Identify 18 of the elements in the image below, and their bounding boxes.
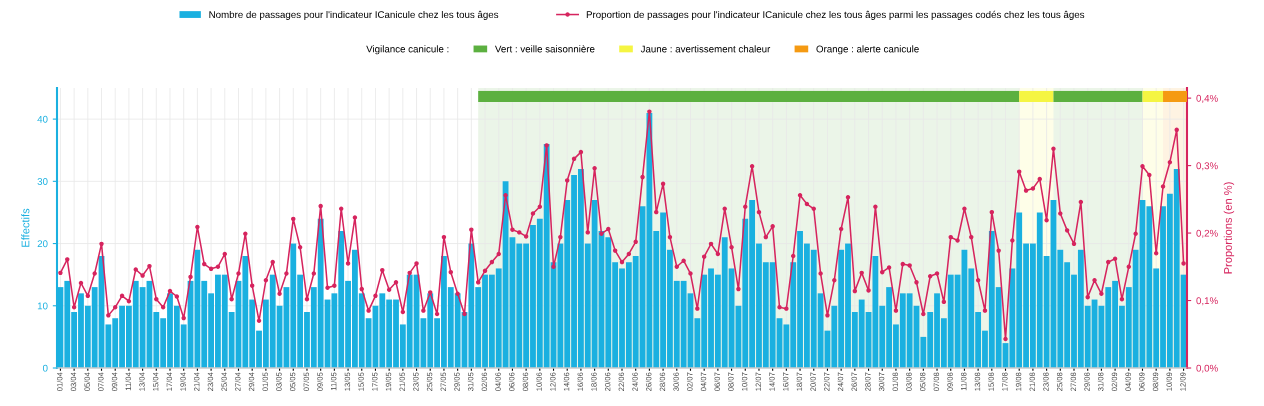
y-axis-title: Effectifs [21, 208, 30, 247]
y-tick-label: 0 [42, 364, 48, 372]
y-tick-label: 20 [37, 240, 48, 248]
legend-label: Jaune : avertissement chaleur [640, 45, 771, 53]
legend-label: Proportion de passages pour l'indicateur ICanicule chez les tous âges parmi les passages codés chez les tous âges [586, 10, 1085, 20]
y2-tick-label: 0,1% [1196, 297, 1218, 306]
y2-tick-label: 0,2% [1196, 229, 1218, 238]
y-tick-label: 40 [37, 115, 48, 123]
y2-axis-title: Proportions (en %) [1223, 182, 1235, 274]
y-tick-label: 10 [37, 302, 48, 310]
legend-label: Vert : veille saisonnière [494, 45, 595, 53]
legend-label: Nombre de passages pour l'indicateur ICanicule chez les tous âges [209, 10, 499, 20]
y-tick-label: 30 [37, 178, 48, 185]
legend-label: Orange : alerte canicule [816, 45, 919, 55]
y2-tick-label: 0,3% [1196, 162, 1218, 171]
legend-title: Vigilance canicule : [366, 45, 449, 55]
y2-tick-label: 0,0% [1196, 364, 1218, 373]
y2-tick-label: 0,4% [1196, 94, 1218, 103]
